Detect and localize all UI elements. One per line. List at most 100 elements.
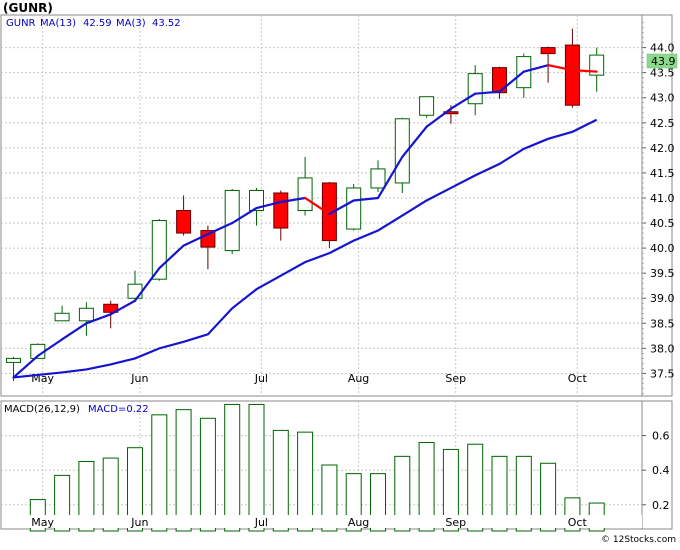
ma3-segment [182,232,209,247]
candle [249,187,264,226]
legend-ma13-label: MA(13) [40,18,76,29]
macd-bar [102,457,119,532]
macd-label-strip [2,515,642,528]
price-month-label: Aug [348,372,369,385]
candle-body-up [54,312,70,322]
price-y-axis: 37.5 38.0 38.5 39.0 39.5 40.0 40.5 41.0 41.5 42.0… [641,15,675,396]
price-tick-label: 43.5 [650,67,675,80]
ma3-segment [255,200,282,210]
macd-month-label: Aug [348,516,369,529]
candle [492,66,507,99]
price-tick-label: 38.0 [650,342,675,355]
ma3-segment [376,155,404,200]
price-tick-label: 41.5 [650,167,675,180]
candle-body-down [273,192,289,229]
price-month-label: Jun [130,372,148,385]
macd-y-axis: 0.2 0.4 0.6 [641,401,670,529]
last-price-tag: 43.9 [646,53,678,69]
price-month-label: Jul [254,372,268,385]
macd-bar [199,417,216,532]
price-tick-label: 39.0 [650,292,675,305]
macd-month-label: Sep [445,516,466,529]
macd-bar [127,447,143,532]
price-grid [1,15,642,396]
candle-body-up [419,96,435,116]
copyright-text: © 12Stocks.com [601,535,676,545]
macd-month-label: Oct [568,516,588,529]
macd-bar [175,409,192,532]
macd-bar [321,464,338,532]
price-panel-frame [0,14,673,397]
candle-body-up [127,283,143,299]
macd-legend-label: MACD(26,12,9) [4,404,80,415]
price-tick-label: 40.5 [650,217,675,230]
last-price-background [646,53,678,69]
price-x-axis: May Jun Jul Aug Sep Oct [31,372,587,385]
price-tick-label: 42.0 [650,142,675,155]
macd-bar [297,431,314,532]
candle [54,305,70,322]
macd-bar [442,448,459,532]
macd-x-axis: May Jun Jul Aug Sep Oct [2,515,642,529]
price-month-label: Sep [445,372,466,385]
price-tick-label: 44.0 [650,42,675,55]
macd-month-label: Jul [254,516,268,529]
ma3-segment [12,354,39,379]
candle [297,156,313,216]
ma13-layer [13,118,598,379]
candle-body-up [297,177,313,212]
price-tick-label: 37.5 [650,367,675,380]
ma3-segment [425,107,452,128]
macd-bar [394,455,411,532]
ma3-segment [158,244,185,270]
candle-body-up [249,189,264,212]
last-price-label: 43.9 [651,55,676,68]
macd-tick-label: 0.6 [652,430,670,443]
legend-symbol: GUNR [6,18,36,29]
ma3-segment [571,69,598,73]
candle [224,188,240,255]
candle-body-up [78,307,94,322]
macd-bar [515,455,532,532]
candle [346,183,362,231]
ma3-segment [36,338,64,357]
candle [419,96,435,118]
ma3-segment [498,70,525,93]
ma3-layer [12,64,598,379]
price-tick-label: 39.5 [650,267,675,280]
ma3-segment [206,221,234,236]
legend-ma3-label: MA(3) [116,18,146,29]
macd-bar [78,461,95,532]
candle-body-down [176,210,192,234]
ma3-segment [231,206,258,225]
macd-bar [151,414,168,532]
ma3-segment [522,64,550,73]
price-legend: GUNR MA(13) 42.59 MA(3) 43.52 [6,18,181,29]
chart-title: (GUNR) [3,1,53,15]
macd-bar [224,403,241,532]
ma3-segment [304,196,331,216]
legend-ma3-value: 43.52 [152,18,181,29]
ma3-segment [60,322,88,341]
candles-layer [6,28,605,381]
macd-bar [418,442,435,532]
price-tick-label: 40.0 [650,242,675,255]
price-tick-label: 38.5 [650,317,675,330]
ma3-segment [449,92,477,110]
price-tick-label: 41.0 [650,192,675,205]
macd-month-label: Jun [130,516,148,529]
ma3-segment [474,90,501,95]
candle [589,47,605,92]
macd-tick-label: 0.4 [652,464,670,477]
price-month-label: Oct [568,372,588,385]
macd-bar [272,429,289,532]
macd-bar [491,455,508,532]
candle-body-up [6,357,21,363]
price-panel: 37.5 38.0 38.5 39.0 39.5 40.0 40.5 41.0 41.5 42.0… [0,1,678,397]
ma3-segment [352,196,380,202]
ma3-segment [109,299,137,316]
legend-ma13-value: 42.59 [83,18,112,29]
macd-month-label: May [31,516,54,529]
